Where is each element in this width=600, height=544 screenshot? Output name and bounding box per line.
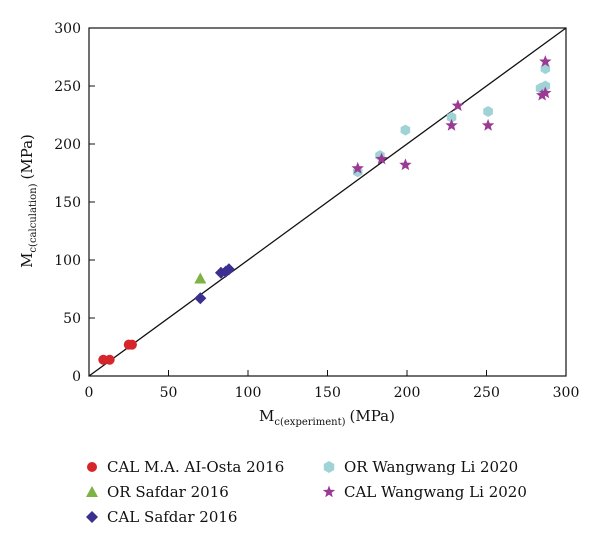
- x-tick-label: 0: [85, 385, 94, 401]
- y-tick-label: 200: [54, 137, 81, 153]
- data-point-series-4: [536, 88, 549, 101]
- x-tick-label: 300: [553, 385, 580, 401]
- data-point-series-3: [400, 124, 411, 136]
- legend-label: OR Wangwang Li 2020: [344, 458, 519, 476]
- data-point-series-3: [540, 80, 551, 92]
- data-point-series-4: [399, 158, 412, 171]
- reference-line: [88, 27, 567, 377]
- y-axis-label: Mc(calculation)(MPa): [18, 134, 39, 268]
- tick-labels: 0 50 100 150 200 250 300 0 50 100 150 200 250 300: [54, 21, 579, 401]
- teal-hexagon-marker-icon: [323, 461, 335, 473]
- data-point-series-4: [351, 161, 364, 174]
- x-tick-label: 250: [473, 385, 500, 401]
- green-triangle-marker-icon: [86, 486, 98, 497]
- axes: [88, 27, 567, 377]
- data-point-series-0: [104, 354, 115, 365]
- data-point-series-2: [222, 263, 235, 276]
- y-tick-label: 250: [54, 79, 81, 95]
- data-point-series-2: [194, 292, 207, 305]
- x-tick-label: 200: [394, 385, 421, 401]
- y-tick-label: 100: [54, 253, 81, 269]
- y-tick-label: 150: [54, 195, 81, 211]
- legend-item-series-4: CAL Wangwang Li 2020: [322, 483, 527, 501]
- legend-item-series-1: OR Safdar 2016: [85, 483, 229, 501]
- data-point-series-4: [375, 152, 388, 165]
- legend: CAL M.A. AI-Osta 2016 OR Safdar 2016 CAL…: [0, 448, 600, 538]
- legend-item-series-0: CAL M.A. AI-Osta 2016: [85, 458, 284, 476]
- legend-label: CAL M.A. AI-Osta 2016: [107, 458, 285, 476]
- data-point-series-3: [446, 111, 457, 123]
- legend-label: OR Safdar 2016: [107, 483, 229, 501]
- y-tick-label: 300: [54, 21, 81, 37]
- data-point-series-4: [481, 118, 495, 131]
- legend-label: CAL Wangwang Li 2020: [344, 483, 527, 501]
- reference-line-group: [88, 27, 567, 377]
- x-tick-label: 100: [235, 385, 262, 401]
- legend-item-series-2: CAL Safdar 2016: [85, 508, 237, 526]
- data-point-series-4: [451, 99, 465, 111]
- red-circle-marker-icon: [87, 462, 97, 472]
- magenta-star-marker-icon: [322, 485, 336, 498]
- data-point-series-4: [445, 118, 458, 131]
- data-point-series-0: [126, 339, 137, 350]
- legend-item-series-3: OR Wangwang Li 2020: [322, 458, 518, 476]
- y-tick-label: 50: [63, 311, 81, 327]
- data-point-series-1: [194, 272, 207, 284]
- data-point-series-4: [539, 86, 552, 99]
- x-tick-label: 50: [160, 385, 178, 401]
- data-point-series-3: [483, 106, 493, 117]
- data-point-series-4: [539, 55, 552, 67]
- data-points: [98, 55, 552, 365]
- scatter-chart: 0 50 100 150 200 250 300 0 50 100 150 200 250 300 Mc(…: [18, 21, 579, 428]
- legend-label: CAL Safdar 2016: [107, 508, 238, 526]
- data-point-series-3: [540, 63, 551, 75]
- x-tick-label: 150: [314, 385, 341, 401]
- purple-diamond-marker-icon: [86, 511, 98, 523]
- x-axis-label: Mc(experiment) (MPa): [259, 407, 395, 428]
- y-tick-label: 0: [72, 369, 81, 385]
